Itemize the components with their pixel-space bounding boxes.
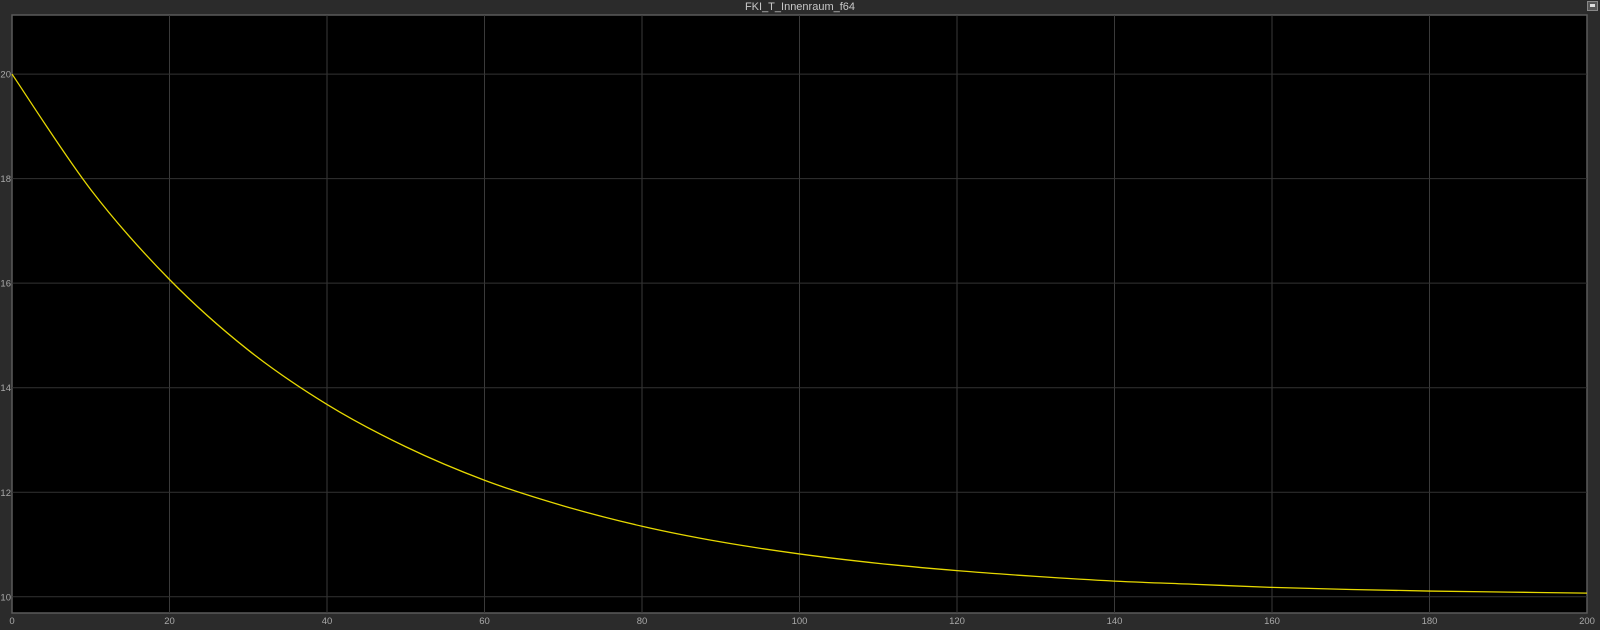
x-tick-label: 140 [1107,616,1123,627]
title-bar: FKI_T_Innenraum_f64 [0,0,1600,14]
series-line [11,73,1588,594]
x-tick-label: 0 [9,616,14,627]
y-tick-label: 20 [0,70,11,81]
x-tick-label: 40 [322,616,333,627]
restore-window-icon[interactable] [1587,1,1598,11]
x-tick-label: 80 [637,616,648,627]
window-title: FKI_T_Innenraum_f64 [744,1,856,13]
y-tick-label: 18 [0,174,11,185]
x-tick-label: 160 [1264,616,1280,627]
y-tick-label: 12 [0,488,11,499]
x-tick-label: 100 [792,616,808,627]
x-tick-label: 200 [1579,616,1595,627]
x-tick-label: 180 [1422,616,1438,627]
y-tick-label: 16 [0,279,11,290]
x-tick-label: 20 [164,616,175,627]
x-tick-label: 120 [949,616,965,627]
y-tick-label: 14 [0,383,11,394]
x-tick-label: 60 [479,616,490,627]
y-tick-label: 10 [0,592,11,603]
